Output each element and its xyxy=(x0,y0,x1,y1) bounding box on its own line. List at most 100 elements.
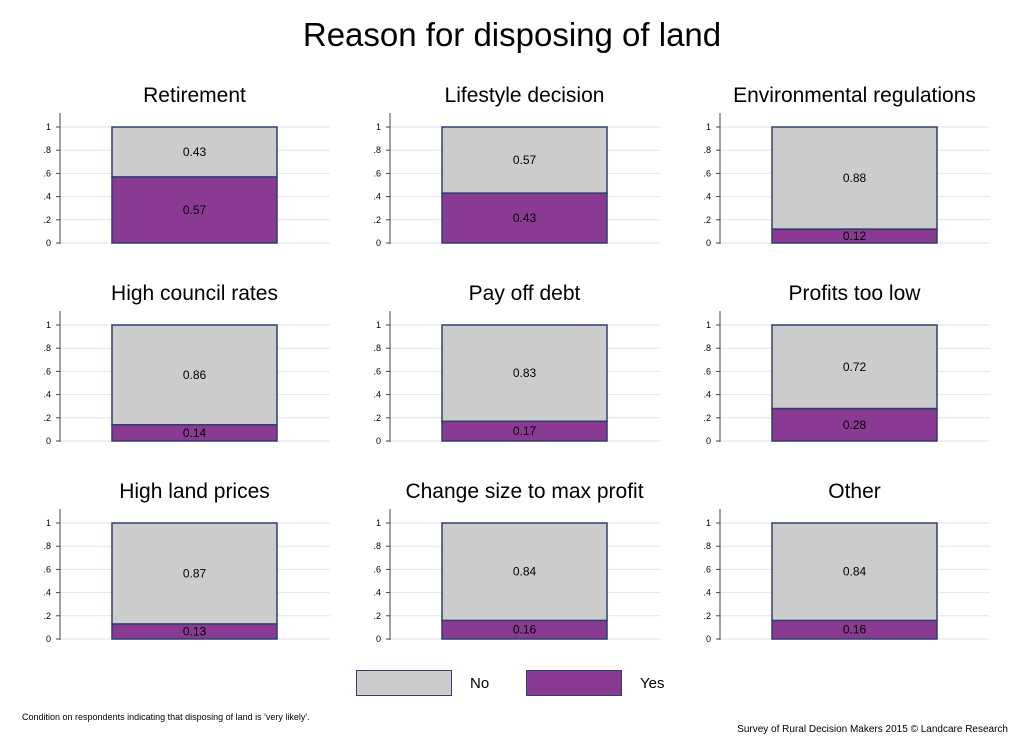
y-tick-label: 1 xyxy=(706,518,711,528)
bar-no-label: 0.83 xyxy=(513,366,537,380)
y-tick-label: .6 xyxy=(43,564,51,574)
bar-no-label: 0.72 xyxy=(843,360,867,374)
y-tick-label: .2 xyxy=(703,215,711,225)
bar-yes-label: 0.13 xyxy=(183,624,207,638)
panel-title: High council rates xyxy=(111,282,278,305)
y-tick-label: .2 xyxy=(373,215,381,225)
bar-yes-label: 0.12 xyxy=(843,229,867,243)
y-tick-label: 1 xyxy=(376,122,381,132)
y-tick-label: .4 xyxy=(373,588,381,598)
bar-no xyxy=(441,324,608,423)
y-tick-label: 1 xyxy=(46,122,51,132)
y-tick-label: .8 xyxy=(373,145,381,155)
bar-no-label: 0.86 xyxy=(183,368,207,382)
bar-yes xyxy=(111,176,278,244)
bar-no xyxy=(111,522,278,625)
bar-yes xyxy=(771,407,938,442)
y-tick-label: .6 xyxy=(43,168,51,178)
y-tick-label: .8 xyxy=(43,145,51,155)
footnote: Condition on respondents indicating that… xyxy=(22,712,310,722)
bar-yes-label: 0.43 xyxy=(513,211,537,225)
bar-yes-label: 0.28 xyxy=(843,418,867,432)
y-tick-label: 1 xyxy=(46,518,51,528)
y-tick-label: 0 xyxy=(46,238,51,248)
legend-swatch-no xyxy=(356,670,452,696)
y-tick-label: .4 xyxy=(703,192,711,202)
y-tick-label: .2 xyxy=(43,413,51,423)
bar-no-label: 0.43 xyxy=(183,145,207,159)
legend-label-yes: Yes xyxy=(640,674,665,692)
bar-yes-label: 0.14 xyxy=(183,426,207,440)
y-tick-label: 0 xyxy=(706,436,711,446)
y-tick-label: 1 xyxy=(46,320,51,330)
y-tick-label: 0 xyxy=(706,634,711,644)
y-tick-label: .6 xyxy=(43,366,51,376)
chart-title: Reason for disposing of land xyxy=(302,16,722,53)
panel-title: Pay off debt xyxy=(469,282,581,305)
panel-title: Profits too low xyxy=(789,282,922,305)
bar-no-label: 0.57 xyxy=(513,153,537,167)
y-tick-label: .6 xyxy=(373,564,381,574)
y-tick-label: .6 xyxy=(373,366,381,376)
panel-title: Other xyxy=(828,480,881,503)
y-tick-label: 0 xyxy=(376,238,381,248)
bar-no-label: 0.84 xyxy=(843,565,867,579)
bar-no xyxy=(111,126,278,178)
y-tick-label: 0 xyxy=(706,238,711,248)
y-tick-label: 1 xyxy=(376,518,381,528)
y-tick-label: 1 xyxy=(706,122,711,132)
bar-no-label: 0.88 xyxy=(843,171,867,185)
y-tick-label: .4 xyxy=(703,390,711,400)
bar-yes-label: 0.57 xyxy=(183,203,207,217)
legend: No Yes xyxy=(356,670,664,696)
y-tick-label: 1 xyxy=(706,320,711,330)
bar-no-label: 0.84 xyxy=(513,565,537,579)
y-tick-label: .6 xyxy=(703,564,711,574)
y-tick-label: .8 xyxy=(703,145,711,155)
y-tick-label: .6 xyxy=(703,366,711,376)
y-tick-label: .8 xyxy=(43,541,51,551)
y-tick-label: 0 xyxy=(46,436,51,446)
y-tick-label: .2 xyxy=(43,215,51,225)
y-tick-label: .8 xyxy=(373,541,381,551)
legend-swatch-yes xyxy=(526,670,622,696)
y-tick-label: .2 xyxy=(373,413,381,423)
panel-title: Retirement xyxy=(143,84,246,107)
bar-no xyxy=(111,324,278,426)
y-tick-label: .6 xyxy=(373,168,381,178)
y-tick-label: .8 xyxy=(43,343,51,353)
y-tick-label: 0 xyxy=(376,634,381,644)
y-tick-label: .8 xyxy=(703,541,711,551)
bar-no xyxy=(771,522,938,622)
y-tick-label: .4 xyxy=(703,588,711,598)
y-tick-label: 1 xyxy=(376,320,381,330)
panel-title: Change size to max profit xyxy=(405,480,643,503)
y-tick-label: .2 xyxy=(43,611,51,621)
bar-no-label: 0.87 xyxy=(183,566,207,580)
y-tick-label: .4 xyxy=(43,192,51,202)
y-tick-label: .8 xyxy=(373,343,381,353)
y-tick-label: .2 xyxy=(373,611,381,621)
source-credit: Survey of Rural Decision Makers 2015 © L… xyxy=(737,724,1008,735)
bar-no xyxy=(441,522,608,622)
panel-title: High land prices xyxy=(119,480,270,503)
bar-yes-label: 0.16 xyxy=(843,623,867,637)
bar-yes-label: 0.17 xyxy=(513,424,537,438)
bar-yes-label: 0.16 xyxy=(513,623,537,637)
y-tick-label: .4 xyxy=(373,192,381,202)
y-tick-label: .2 xyxy=(703,413,711,423)
bar-no xyxy=(771,126,938,230)
legend-label-no: No xyxy=(470,674,490,692)
y-tick-label: .4 xyxy=(373,390,381,400)
y-tick-label: 0 xyxy=(46,634,51,644)
y-tick-label: 0 xyxy=(376,436,381,446)
bar-no xyxy=(771,324,938,410)
y-tick-label: .4 xyxy=(43,390,51,400)
y-tick-label: .2 xyxy=(703,611,711,621)
panel-title: Lifestyle decision xyxy=(445,84,605,107)
y-tick-label: .8 xyxy=(703,343,711,353)
panel-title: Environmental regulations xyxy=(733,84,976,107)
bar-yes xyxy=(441,192,608,244)
y-tick-label: .4 xyxy=(43,588,51,598)
